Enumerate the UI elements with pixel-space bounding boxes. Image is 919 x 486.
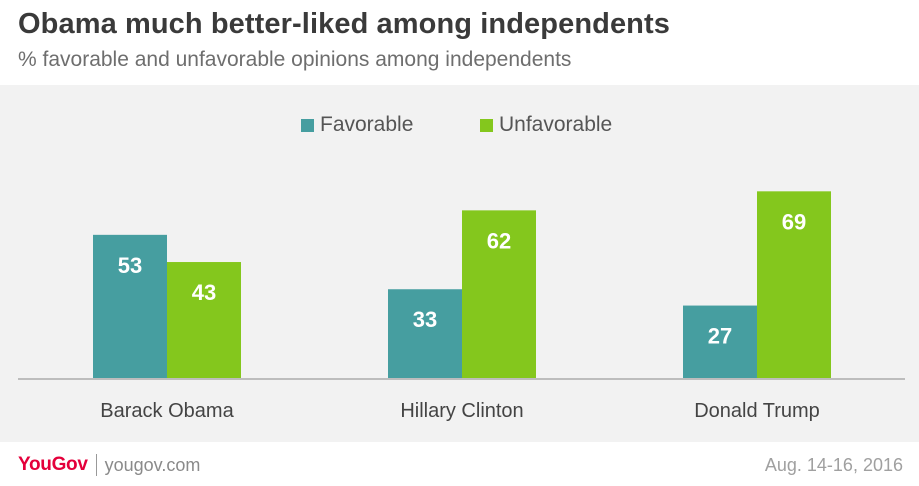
chart-legend: Favorable Unfavorable — [0, 113, 919, 143]
chart-footer: YouGov yougov.com Aug. 14-16, 2016 — [0, 442, 919, 486]
bar-donald-trump-unfavorable — [757, 191, 831, 379]
bar-hillary-clinton-unfavorable — [462, 210, 536, 379]
legend-swatch-favorable — [301, 118, 314, 132]
data-label-donald-trump-favorable: 27 — [708, 324, 732, 349]
data-label-hillary-clinton-unfavorable: 62 — [487, 228, 511, 253]
brand: YouGov yougov.com — [18, 454, 200, 476]
category-label-donald-trump: Donald Trump — [694, 400, 820, 422]
legend-item-favorable: Favorable — [301, 113, 413, 137]
legend-item-unfavorable: Unfavorable — [480, 113, 612, 137]
category-label-hillary-clinton: Hillary Clinton — [400, 400, 523, 422]
data-label-donald-trump-unfavorable: 69 — [782, 209, 806, 234]
yougov-logo: YouGov — [18, 454, 88, 475]
chart-subtitle: % favorable and unfavorable opinions amo… — [18, 48, 572, 71]
legend-label-unfavorable: Unfavorable — [499, 113, 613, 136]
data-label-barack-obama-unfavorable: 43 — [192, 280, 216, 305]
survey-date: Aug. 14-16, 2016 — [764, 455, 903, 475]
legend-swatch-unfavorable — [480, 118, 493, 132]
bar-hillary-clinton-favorable — [388, 289, 462, 379]
chart-title: Obama much better-liked among independen… — [18, 8, 670, 40]
data-label-hillary-clinton-favorable: 33 — [413, 307, 437, 332]
bar-donald-trump-favorable — [683, 305, 757, 379]
data-label-barack-obama-favorable: 53 — [118, 253, 142, 278]
bar-barack-obama-unfavorable — [167, 262, 241, 379]
brand-divider — [95, 454, 97, 476]
category-label-barack-obama: Barack Obama — [100, 400, 234, 422]
brand-url: yougov.com — [104, 454, 201, 475]
bar-chart: 53 43 Barack Obama 33 62 Hillary Clinton 27 69 D… — [18, 191, 905, 422]
bar-barack-obama-favorable — [93, 234, 167, 379]
legend-label-favorable: Favorable — [320, 113, 414, 136]
chart-header: Obama much better-liked among independen… — [0, 0, 919, 85]
